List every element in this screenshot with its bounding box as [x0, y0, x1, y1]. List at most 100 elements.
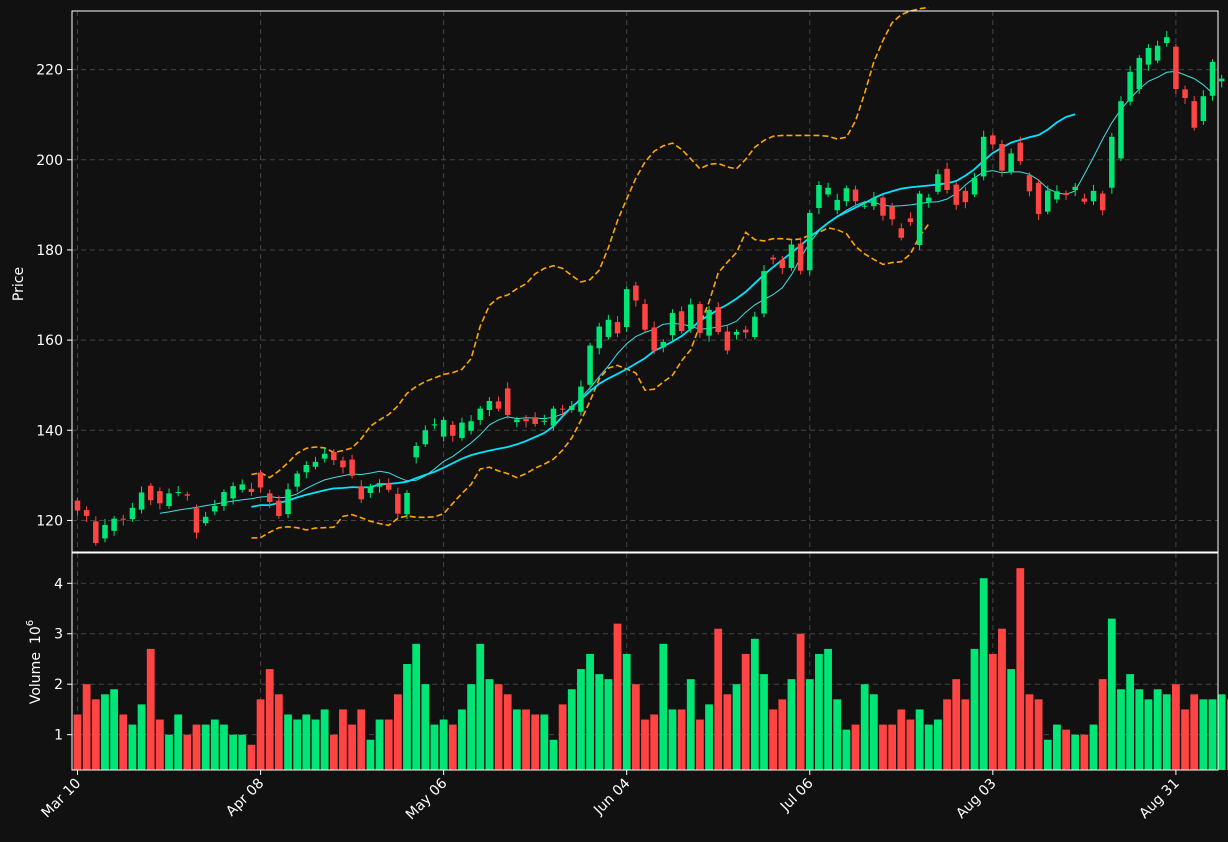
candle-32 [367, 483, 374, 498]
volume-bar-15 [210, 719, 219, 770]
volume-bar-111 [1089, 724, 1098, 770]
candle-20 [257, 469, 264, 493]
candle-101 [999, 140, 1005, 177]
volume-bar-4 [110, 689, 118, 770]
candle-34 [385, 478, 392, 493]
price-axis-label: Price [11, 267, 27, 301]
volume-bar-60 [622, 653, 631, 770]
candle-body-119 [1163, 37, 1170, 44]
candle-body-51 [541, 420, 548, 422]
candle-body-13 [193, 508, 200, 533]
volume-bar-81 [815, 653, 823, 770]
sma-fast-line [159, 70, 1213, 514]
candle-body-69 [706, 309, 712, 336]
candle-19 [248, 482, 255, 496]
candle-86 [861, 200, 868, 209]
candle-body-74 [752, 316, 758, 337]
candle-body-10 [166, 493, 172, 507]
price-panel-frame [71, 10, 1219, 553]
volume-bar-45 [485, 679, 494, 770]
candle-51 [541, 414, 548, 426]
candle-104 [1026, 172, 1033, 197]
candle-113 [1109, 132, 1115, 194]
candle-body-40 [440, 419, 447, 437]
candle-56 [587, 342, 593, 390]
volume-bar-39 [430, 724, 439, 770]
volume-bar-14 [201, 724, 210, 770]
volume-bar-118 [1153, 689, 1162, 770]
volume-bar-9 [155, 719, 164, 770]
candle-body-82 [825, 187, 831, 195]
volume-bar-110 [1080, 734, 1089, 770]
candle-94 [935, 169, 941, 195]
candle-body-56 [587, 345, 593, 385]
candle-body-89 [889, 206, 895, 220]
candle-23 [285, 483, 291, 518]
candle-body-108 [1063, 193, 1069, 195]
candle-body-95 [944, 168, 950, 190]
volume-bar-29 [339, 709, 347, 770]
candle-body-33 [376, 483, 383, 487]
volume-bar-52 [549, 739, 558, 770]
volume-exponent-power: 6 [25, 620, 36, 626]
candle-17 [230, 482, 236, 505]
candle-14 [202, 511, 209, 526]
candle-64 [660, 339, 667, 353]
candles [74, 31, 1225, 546]
price-tick-label-5: 220 [36, 63, 63, 79]
volume-bar-78 [787, 679, 796, 770]
volume-bar-1 [82, 684, 91, 770]
volume-bar-73 [741, 653, 750, 770]
candle-body-58 [605, 319, 612, 337]
candle-body-37 [413, 446, 419, 458]
candle-body-91 [907, 218, 914, 222]
candle-body-17 [230, 486, 236, 499]
volume-bar-11 [174, 714, 183, 770]
candle-body-104 [1026, 175, 1033, 192]
candle-99 [980, 130, 987, 181]
volume-bar-19 [247, 744, 256, 770]
volume-bar-124 [1208, 699, 1217, 770]
candle-81 [816, 181, 822, 215]
candle-44 [477, 405, 483, 425]
candle-body-14 [202, 516, 209, 524]
volume-bar-105 [1034, 699, 1043, 770]
volume-bar-114 [1117, 689, 1125, 770]
candle-body-118 [1154, 45, 1161, 61]
candle-46 [495, 396, 502, 412]
candle-body-46 [495, 401, 502, 409]
price-tick-label-3: 180 [36, 243, 63, 259]
candle-28 [331, 449, 337, 465]
candle-body-49 [523, 419, 529, 422]
candle-72 [733, 329, 740, 340]
candle-41 [450, 421, 456, 442]
volume-bar-77 [778, 699, 787, 770]
volume-bar-101 [998, 628, 1006, 770]
candle-42 [459, 417, 465, 441]
candle-24 [294, 470, 300, 492]
volume-bar-58 [604, 679, 613, 770]
candle-27 [321, 447, 328, 463]
volume-bar-54 [567, 689, 576, 770]
volume-bar-41 [448, 724, 457, 770]
candle-62 [642, 299, 648, 333]
volume-bar-88 [879, 724, 887, 770]
volume-bar-116 [1135, 689, 1144, 770]
price-tick-label-2: 160 [36, 333, 63, 349]
volume-bar-51 [540, 714, 549, 770]
candle-30 [349, 454, 355, 479]
candle-body-18 [239, 484, 245, 490]
candle-body-124 [1209, 61, 1216, 96]
volume-bar-80 [805, 679, 814, 770]
candle-105 [1035, 178, 1042, 220]
volume-bar-5 [119, 714, 128, 770]
volume-bar-91 [906, 719, 915, 770]
candle-68 [697, 301, 703, 338]
candle-body-66 [678, 311, 685, 332]
candle-73 [742, 325, 749, 339]
candle-57 [596, 322, 602, 355]
volume-bar-42 [458, 709, 466, 770]
candle-body-20 [257, 472, 264, 488]
candle-50 [532, 412, 538, 427]
volume-bar-18 [238, 734, 247, 770]
